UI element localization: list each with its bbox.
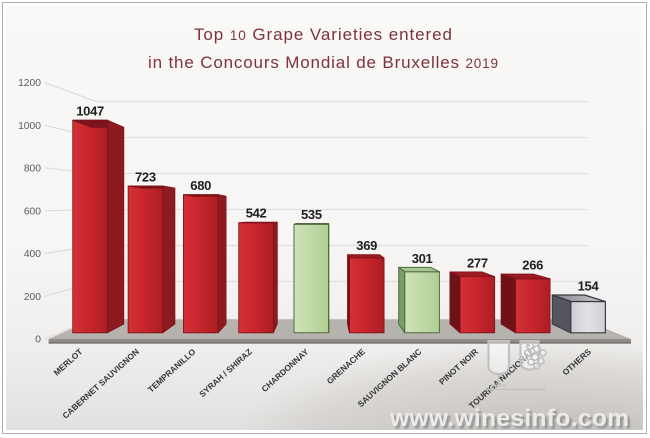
svg-text:200: 200 (24, 292, 41, 303)
svg-text:1047: 1047 (76, 104, 104, 119)
svg-text:277: 277 (467, 255, 488, 270)
svg-text:www.winesinfo.com: www.winesinfo.com (392, 407, 633, 434)
svg-text:Top 10 Grape Varieties entered: Top 10 Grape Varieties entered (194, 25, 452, 44)
svg-text:in the Concours Mondial de Bru: in the Concours Mondial de Bruxelles 201… (148, 53, 498, 72)
svg-text:680: 680 (190, 178, 211, 193)
svg-text:OTHERS: OTHERS (560, 346, 593, 377)
svg-text:SYRAH / SHIRAZ: SYRAH / SHIRAZ (197, 347, 254, 400)
svg-text:CHARDONNAY: CHARDONNAY (259, 346, 310, 394)
svg-text:154: 154 (578, 279, 600, 294)
svg-text:1000: 1000 (18, 121, 41, 132)
svg-text:600: 600 (24, 206, 41, 217)
svg-text:MERLOT: MERLOT (51, 346, 85, 378)
svg-text:542: 542 (246, 206, 267, 221)
svg-text:266: 266 (522, 258, 543, 273)
svg-text:800: 800 (24, 164, 41, 175)
svg-text:535: 535 (301, 207, 322, 222)
svg-text:SAUVIGNON BLANC: SAUVIGNON BLANC (356, 347, 424, 410)
svg-text:www.winesinfo.com: www.winesinfo.com (389, 405, 630, 432)
svg-text:723: 723 (135, 170, 156, 185)
svg-text:GRENACHE: GRENACHE (325, 346, 368, 386)
svg-text:0: 0 (35, 335, 41, 346)
svg-text:369: 369 (356, 238, 377, 253)
svg-text:400: 400 (24, 249, 41, 260)
svg-text:PINOT NOIR: PINOT NOIR (437, 347, 480, 387)
svg-text:TEMPRANILLO: TEMPRANILLO (146, 346, 198, 394)
svg-text:301: 301 (412, 251, 433, 266)
svg-text:1200: 1200 (18, 78, 41, 89)
